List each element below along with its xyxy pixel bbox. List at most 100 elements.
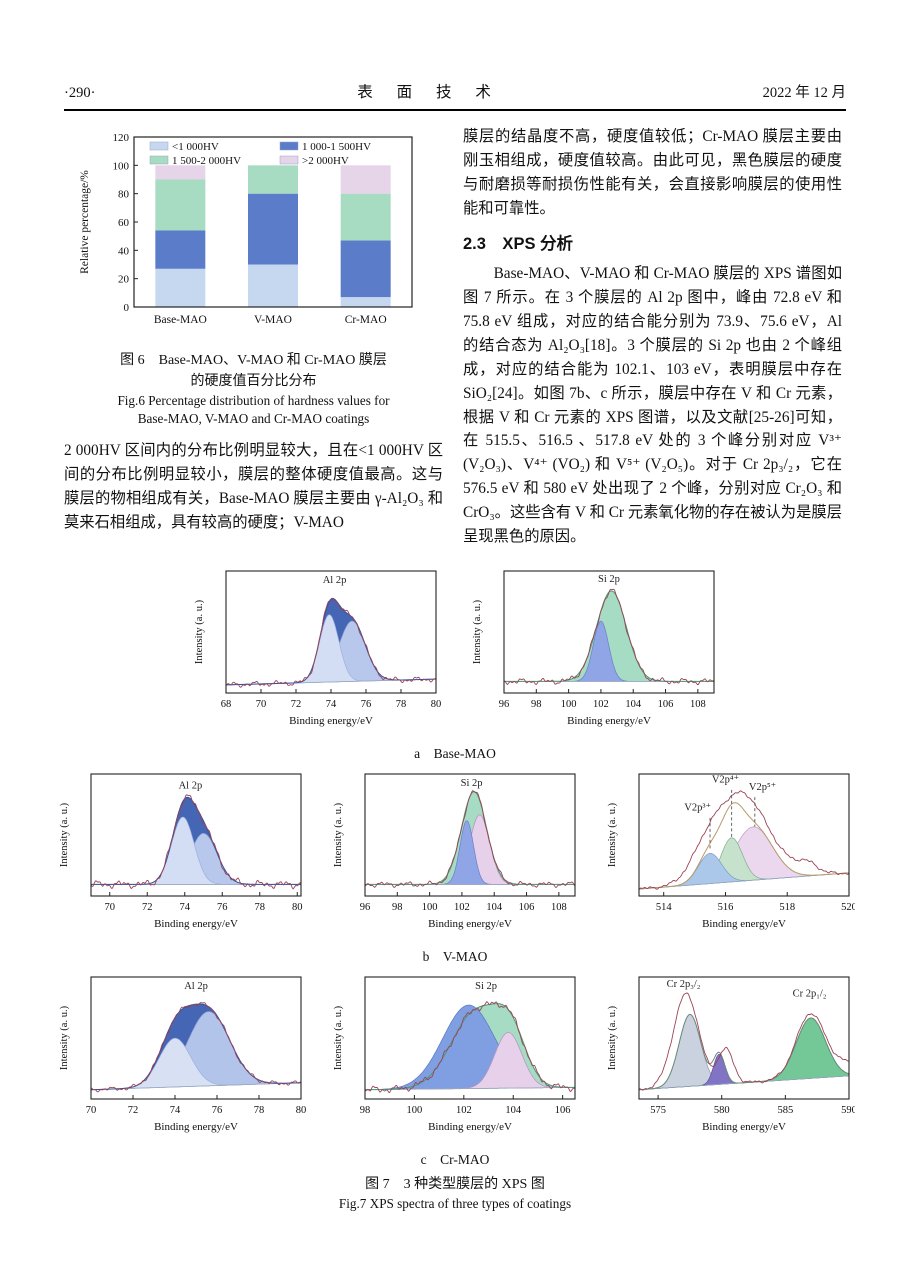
svg-text:Binding energy/eV: Binding energy/eV (289, 715, 373, 727)
fig7-group-label-a: a Base-MAO (414, 745, 496, 761)
svg-text:102: 102 (456, 1105, 472, 1116)
svg-text:>2 000HV: >2 000HV (302, 155, 349, 167)
fig6-caption-zh-line1: 图 6 Base-MAO、V-MAO 和 Cr-MAO 膜层 (120, 353, 387, 368)
fig7-group-label-c: c Cr-MAO (420, 1151, 490, 1167)
fig6-caption-zh-line2: 的硬度值百分比分布 (190, 374, 317, 389)
page-number: ·290· (64, 85, 96, 101)
svg-text:1 000-1 500HV: 1 000-1 500HV (302, 141, 371, 153)
svg-text:72: 72 (128, 1105, 139, 1116)
svg-text:Intensity (a. u.): Intensity (a. u.) (194, 599, 205, 664)
right-column: 膜层的结晶度不高，硬度值较低；Cr-MAO 膜层主要由刚玉相组成，硬度值较高。由… (463, 125, 842, 553)
svg-text:96: 96 (360, 902, 371, 913)
svg-text:78: 78 (255, 902, 266, 913)
spectrum-cr-mao-cr2p: 575 580 585 590 Binding energy/eV Intensity (… (603, 971, 857, 1148)
svg-text:Intensity (a. u.): Intensity (a. u.) (333, 1005, 344, 1070)
svg-text:100: 100 (422, 902, 438, 913)
svg-text:80: 80 (118, 189, 130, 201)
svg-text:72: 72 (291, 699, 302, 710)
svg-text:104: 104 (486, 902, 503, 913)
section-heading-2-3: 2.3 XPS 分析 (463, 235, 574, 254)
svg-text:Cr-MAO: Cr-MAO (345, 314, 387, 326)
spectrum-v-mao-v2p: 514 516 518 520 Binding energy/eV Intensity (… (603, 768, 857, 945)
svg-text:98: 98 (531, 699, 542, 710)
spectrum-cr-mao-si2p: 98 100 102 104 106 Binding energy/eV Intensity… (329, 971, 581, 1148)
svg-text:<1 000HV: <1 000HV (172, 141, 219, 153)
svg-text:585: 585 (777, 1105, 793, 1116)
svg-text:575: 575 (650, 1105, 666, 1116)
spectrum-v-mao-si2p: 96 98 100 102 104 106 108 Binding energy/eV Inte… (329, 768, 581, 945)
svg-text:Binding energy/eV: Binding energy/eV (702, 1121, 786, 1133)
issue-date: 2022 年 12 月 (762, 85, 846, 101)
svg-text:Binding energy/eV: Binding energy/eV (154, 918, 238, 930)
svg-text:Si 2p: Si 2p (598, 574, 620, 585)
svg-text:106: 106 (658, 699, 674, 710)
svg-text:1 500-2 000HV: 1 500-2 000HV (172, 155, 241, 167)
svg-text:Intensity (a. u.): Intensity (a. u.) (472, 599, 483, 664)
svg-text:590: 590 (841, 1105, 855, 1116)
svg-text:74: 74 (180, 902, 191, 913)
svg-text:80: 80 (296, 1105, 307, 1116)
svg-text:98: 98 (392, 902, 403, 913)
svg-text:68: 68 (221, 699, 232, 710)
svg-text:516: 516 (718, 902, 734, 913)
svg-text:96: 96 (499, 699, 510, 710)
svg-text:V2p⁴⁺: V2p⁴⁺ (712, 774, 739, 785)
svg-text:Si 2p: Si 2p (475, 981, 497, 992)
svg-text:102: 102 (593, 699, 609, 710)
svg-text:100: 100 (113, 160, 130, 172)
fig7-row-b: 70 72 74 76 78 80 Binding energy/eV Intensity (… (59, 768, 857, 945)
fig7-row-c: 70 72 74 76 78 80 Binding energy/eV Intensity (… (59, 971, 857, 1148)
svg-text:78: 78 (396, 699, 407, 710)
svg-text:60: 60 (118, 217, 130, 229)
svg-text:514: 514 (656, 902, 673, 913)
svg-text:V-MAO: V-MAO (254, 314, 292, 326)
svg-text:Binding energy/eV: Binding energy/eV (428, 918, 512, 930)
svg-text:Intensity (a. u.): Intensity (a. u.) (607, 802, 618, 867)
svg-text:Base-MAO: Base-MAO (154, 314, 207, 326)
svg-text:76: 76 (217, 902, 228, 913)
svg-text:106: 106 (555, 1105, 571, 1116)
svg-text:Relative percentage/%: Relative percentage/% (79, 170, 91, 274)
left-column: Base-MAO V-MAO Cr-MAO 0 20 40 60 80 100 120 Relati… (64, 125, 443, 553)
fig6-caption-en-line2: Base-MAO, V-MAO and Cr-MAO coatings (137, 411, 370, 427)
left-paragraph: 2 000HV 区间内的分布比例明显较大，且在<1 000HV 区间的分布比例明… (64, 441, 443, 531)
svg-text:Intensity (a. u.): Intensity (a. u.) (59, 802, 70, 867)
svg-text:Al 2p: Al 2p (184, 981, 208, 992)
svg-text:72: 72 (142, 902, 153, 913)
svg-text:Si 2p: Si 2p (461, 778, 483, 789)
svg-text:V2p⁵⁺: V2p⁵⁺ (749, 782, 776, 793)
svg-text:Binding energy/eV: Binding energy/eV (567, 715, 651, 727)
fig7-caption-zh: 图 7 3 种类型膜层的 XPS 图 (365, 1176, 545, 1192)
svg-text:V2p³⁺: V2p³⁺ (684, 802, 711, 813)
svg-text:70: 70 (86, 1105, 97, 1116)
spectrum-base-mao-si2p: 96 98 100 102 104 106 108 Binding energy/eV Inte… (468, 565, 720, 742)
svg-text:Al 2p: Al 2p (323, 575, 347, 586)
svg-text:70: 70 (105, 902, 116, 913)
right-paragraph-2: Base-MAO、V-MAO 和 Cr-MAO 膜层的 XPS 谱图如图 7 所… (463, 265, 842, 545)
svg-text:0: 0 (124, 302, 130, 314)
two-column-body: Base-MAO V-MAO Cr-MAO 0 20 40 60 80 100 120 Relati… (64, 125, 846, 553)
svg-text:78: 78 (254, 1105, 265, 1116)
svg-text:Cr 2p₁/₂: Cr 2p₁/₂ (793, 988, 827, 999)
svg-text:Intensity (a. u.): Intensity (a. u.) (59, 1005, 70, 1070)
svg-text:74: 74 (326, 699, 337, 710)
svg-text:74: 74 (170, 1105, 181, 1116)
svg-text:100: 100 (561, 699, 577, 710)
svg-text:Binding energy/eV: Binding energy/eV (428, 1121, 512, 1133)
svg-text:108: 108 (551, 902, 567, 913)
fig7-row-a: 68 70 72 74 76 78 80 Binding energy/eV Intensity… (64, 565, 846, 742)
svg-text:120: 120 (113, 132, 130, 144)
svg-text:106: 106 (519, 902, 535, 913)
svg-text:580: 580 (714, 1105, 730, 1116)
svg-text:98: 98 (360, 1105, 371, 1116)
page-header: ·290· 表 面 技 术 2022 年 12 月 (64, 80, 846, 102)
spectrum-base-mao-al2p: 68 70 72 74 76 78 80 Binding energy/eV Intensity… (190, 565, 442, 742)
svg-text:Al 2p: Al 2p (179, 780, 203, 791)
svg-text:40: 40 (118, 245, 130, 257)
fig6-hardness-bar-chart: Base-MAO V-MAO Cr-MAO 0 20 40 60 80 100 120 Relati… (74, 127, 443, 346)
svg-text:100: 100 (407, 1105, 423, 1116)
svg-text:102: 102 (454, 902, 470, 913)
header-rule (64, 109, 846, 111)
fig7-group-label-b: b V-MAO (422, 948, 488, 964)
